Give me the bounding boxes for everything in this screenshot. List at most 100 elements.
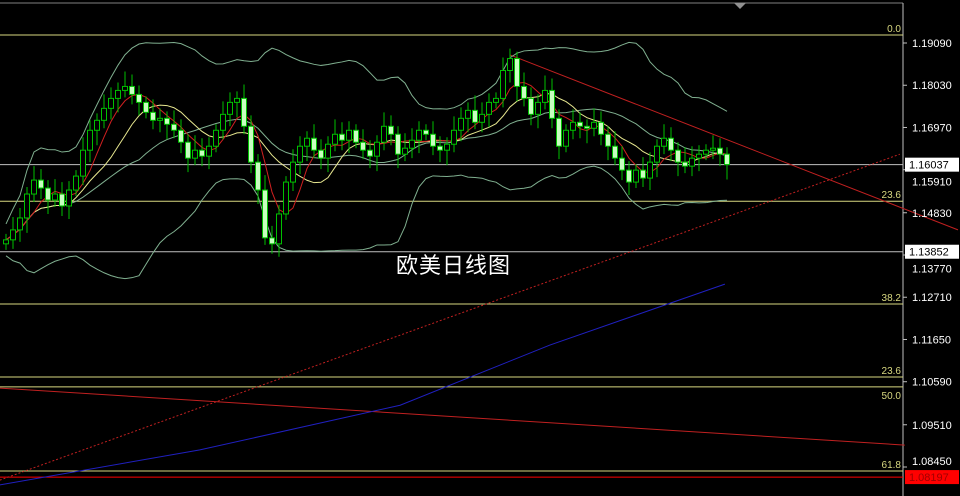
candle-body — [437, 145, 443, 151]
candle — [563, 124, 569, 153]
moving-average-slow — [5, 93, 728, 241]
candle — [584, 119, 590, 144]
moving-average-long-line — [0, 283, 726, 486]
candle — [129, 74, 135, 105]
y-tick-label: 1.14830 — [912, 208, 952, 220]
moving-average-fast — [5, 81, 728, 241]
candle-body — [115, 89, 121, 99]
candle-body — [24, 193, 30, 219]
candle — [668, 127, 674, 162]
candle-body — [486, 101, 492, 115]
chart-title: 欧美日线图 — [396, 254, 512, 279]
candle — [66, 181, 72, 219]
candle-body — [143, 101, 149, 113]
candle-body — [444, 143, 450, 151]
candle — [647, 152, 653, 191]
candle-body — [332, 133, 338, 145]
candle-body — [346, 129, 352, 141]
candle — [696, 145, 702, 172]
candle-body — [269, 237, 275, 245]
candle — [150, 99, 156, 130]
candle — [619, 146, 625, 181]
candle-body — [465, 109, 471, 119]
candle — [255, 154, 261, 204]
candle-body — [458, 117, 464, 131]
candle-body — [689, 157, 695, 167]
candle-body — [430, 133, 436, 147]
candle — [605, 126, 611, 161]
candle-body — [31, 179, 37, 195]
candle — [472, 95, 478, 130]
candle-body — [213, 129, 219, 147]
fib-level-label: 38.2 — [882, 293, 902, 304]
candle — [136, 85, 142, 116]
y-tick-label: 1.13770 — [912, 264, 952, 276]
candle-body — [80, 149, 86, 177]
candle — [689, 146, 695, 177]
candle-body — [717, 147, 723, 155]
candle — [80, 137, 86, 186]
candle-body — [549, 89, 555, 119]
candle — [654, 139, 660, 178]
candle — [633, 164, 639, 189]
candle — [290, 149, 296, 192]
candle-body — [472, 109, 478, 123]
bollinger-lower-band — [5, 165, 728, 280]
candle — [262, 175, 268, 245]
candle-body — [66, 189, 72, 207]
candle — [31, 166, 37, 203]
candle-body — [290, 161, 296, 183]
price-label-box — [905, 244, 959, 259]
candle-body — [668, 137, 674, 151]
candle — [3, 233, 9, 250]
candle-body — [192, 149, 198, 159]
candle-body — [248, 125, 254, 163]
candle — [444, 137, 450, 166]
candle-body — [507, 58, 513, 71]
candle — [171, 110, 177, 139]
candle — [465, 102, 471, 133]
candle — [45, 180, 51, 214]
y-tick-label: 1.19090 — [912, 38, 952, 50]
candle — [227, 92, 233, 127]
candle-body — [164, 117, 170, 125]
price-label: 1.16037 — [909, 160, 949, 172]
candle-body — [402, 147, 408, 155]
candle-body — [276, 213, 282, 245]
candle-body — [682, 161, 688, 167]
candle-body — [500, 69, 506, 99]
candle-body — [661, 137, 667, 147]
candle — [157, 108, 163, 133]
candle-body — [227, 101, 233, 115]
candle — [458, 107, 464, 142]
candle — [717, 138, 723, 167]
candle — [17, 207, 23, 242]
candle — [500, 57, 506, 108]
candle-body — [52, 193, 58, 201]
candle-body — [703, 149, 709, 155]
candle — [591, 108, 597, 137]
candle — [339, 122, 345, 151]
price-label: 1.13852 — [909, 247, 949, 259]
candle — [94, 113, 100, 146]
fib-level-label: 61.8 — [882, 460, 902, 471]
candle-body — [262, 189, 268, 239]
bollinger-middle-band — [5, 108, 728, 241]
candle-body — [598, 121, 604, 135]
candle — [115, 82, 121, 113]
candle-body — [353, 129, 359, 143]
candle-body — [710, 147, 716, 151]
candle-body — [38, 179, 44, 189]
candle-body — [696, 153, 702, 159]
candle — [143, 96, 149, 119]
candle-body — [381, 125, 387, 143]
y-tick-label: 1.16970 — [912, 122, 952, 134]
candle — [346, 121, 352, 154]
candle-body — [136, 93, 142, 103]
candle-body — [654, 145, 660, 163]
candle — [213, 124, 219, 153]
candle-body — [157, 117, 163, 121]
candle — [283, 176, 289, 220]
candle — [507, 48, 513, 83]
